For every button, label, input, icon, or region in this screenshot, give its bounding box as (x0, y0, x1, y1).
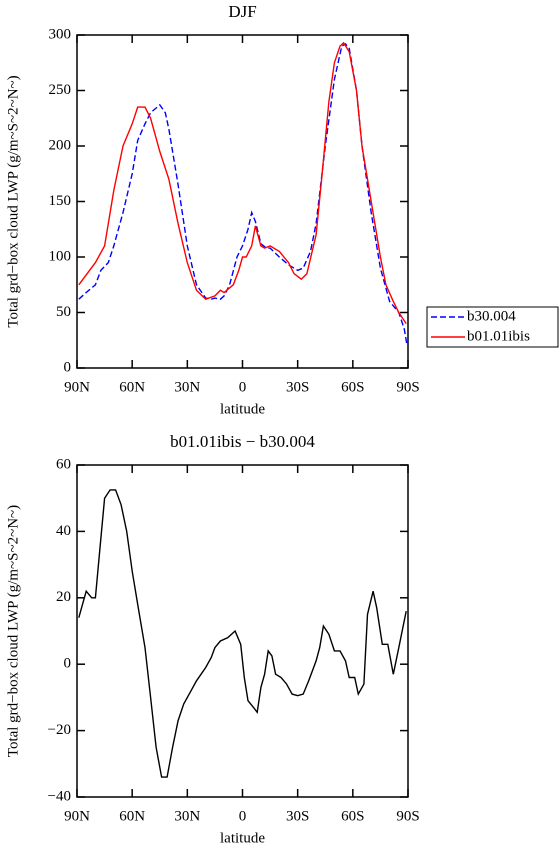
x-tick-label: 30S (286, 808, 309, 824)
y-axis-label: Total grd−box cloud LWP (g/m~S~2~N~) (5, 75, 21, 327)
legend-label: b01.01ibis (467, 328, 530, 344)
y-tick-label: 250 (49, 82, 72, 98)
x-tick-label: 30N (174, 379, 200, 395)
x-tick-label: 90S (396, 808, 419, 824)
y-tick-label: 200 (49, 137, 72, 153)
x-tick-label: 90S (396, 379, 419, 395)
x-axis-label: latitude (220, 401, 265, 417)
y-axis-label: Total grd−box cloud LWP (g/m~S~2~N~) (5, 505, 21, 757)
series-line (78, 489, 407, 778)
x-tick-label: 0 (239, 808, 247, 824)
y-tick-label: 20 (56, 589, 71, 605)
chart-title: b01.01ibis − b30.004 (170, 432, 315, 451)
x-tick-label: 90N (64, 808, 90, 824)
x-tick-label: 30S (286, 379, 309, 395)
legend-box (426, 306, 559, 348)
plot-frame (76, 34, 409, 369)
series-line (78, 42, 408, 346)
y-tick-label: −40 (48, 788, 71, 804)
x-tick-label: 60S (341, 379, 364, 395)
chart-title: DJF (228, 2, 256, 21)
legend-label: b30.004 (467, 308, 516, 324)
x-axis-label: latitude (220, 830, 265, 846)
x-tick-label: 90N (64, 379, 90, 395)
x-tick-label: 60S (341, 808, 364, 824)
x-tick-label: 60N (119, 379, 145, 395)
y-tick-label: 150 (49, 193, 72, 209)
y-tick-label: 50 (56, 304, 71, 320)
x-tick-label: 0 (239, 379, 247, 395)
x-tick-label: 60N (119, 808, 145, 824)
y-tick-label: 60 (56, 456, 71, 472)
x-tick-label: 30N (174, 808, 200, 824)
y-tick-label: 300 (49, 26, 72, 42)
series-line (78, 41, 407, 324)
y-tick-label: 0 (64, 656, 72, 672)
plot-frame (76, 464, 409, 798)
y-tick-label: 0 (64, 359, 72, 375)
y-tick-label: 40 (56, 523, 71, 539)
y-tick-label: 100 (49, 248, 72, 264)
y-tick-label: −20 (48, 722, 71, 738)
